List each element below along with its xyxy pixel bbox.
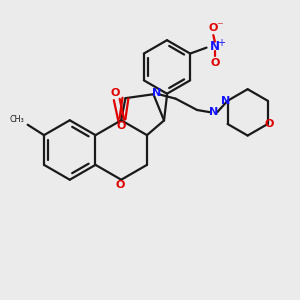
Text: O: O <box>115 180 124 190</box>
Text: O: O <box>116 121 126 130</box>
Text: N: N <box>209 107 218 117</box>
Text: N: N <box>221 96 231 106</box>
Text: ⁻: ⁻ <box>216 20 223 33</box>
Text: O: O <box>209 23 218 33</box>
Text: O: O <box>111 88 120 98</box>
Text: O: O <box>265 119 274 129</box>
Text: N: N <box>152 88 162 98</box>
Text: O: O <box>210 58 220 68</box>
Text: N: N <box>210 40 220 52</box>
Text: +: + <box>218 38 225 48</box>
Text: CH₃: CH₃ <box>9 115 24 124</box>
